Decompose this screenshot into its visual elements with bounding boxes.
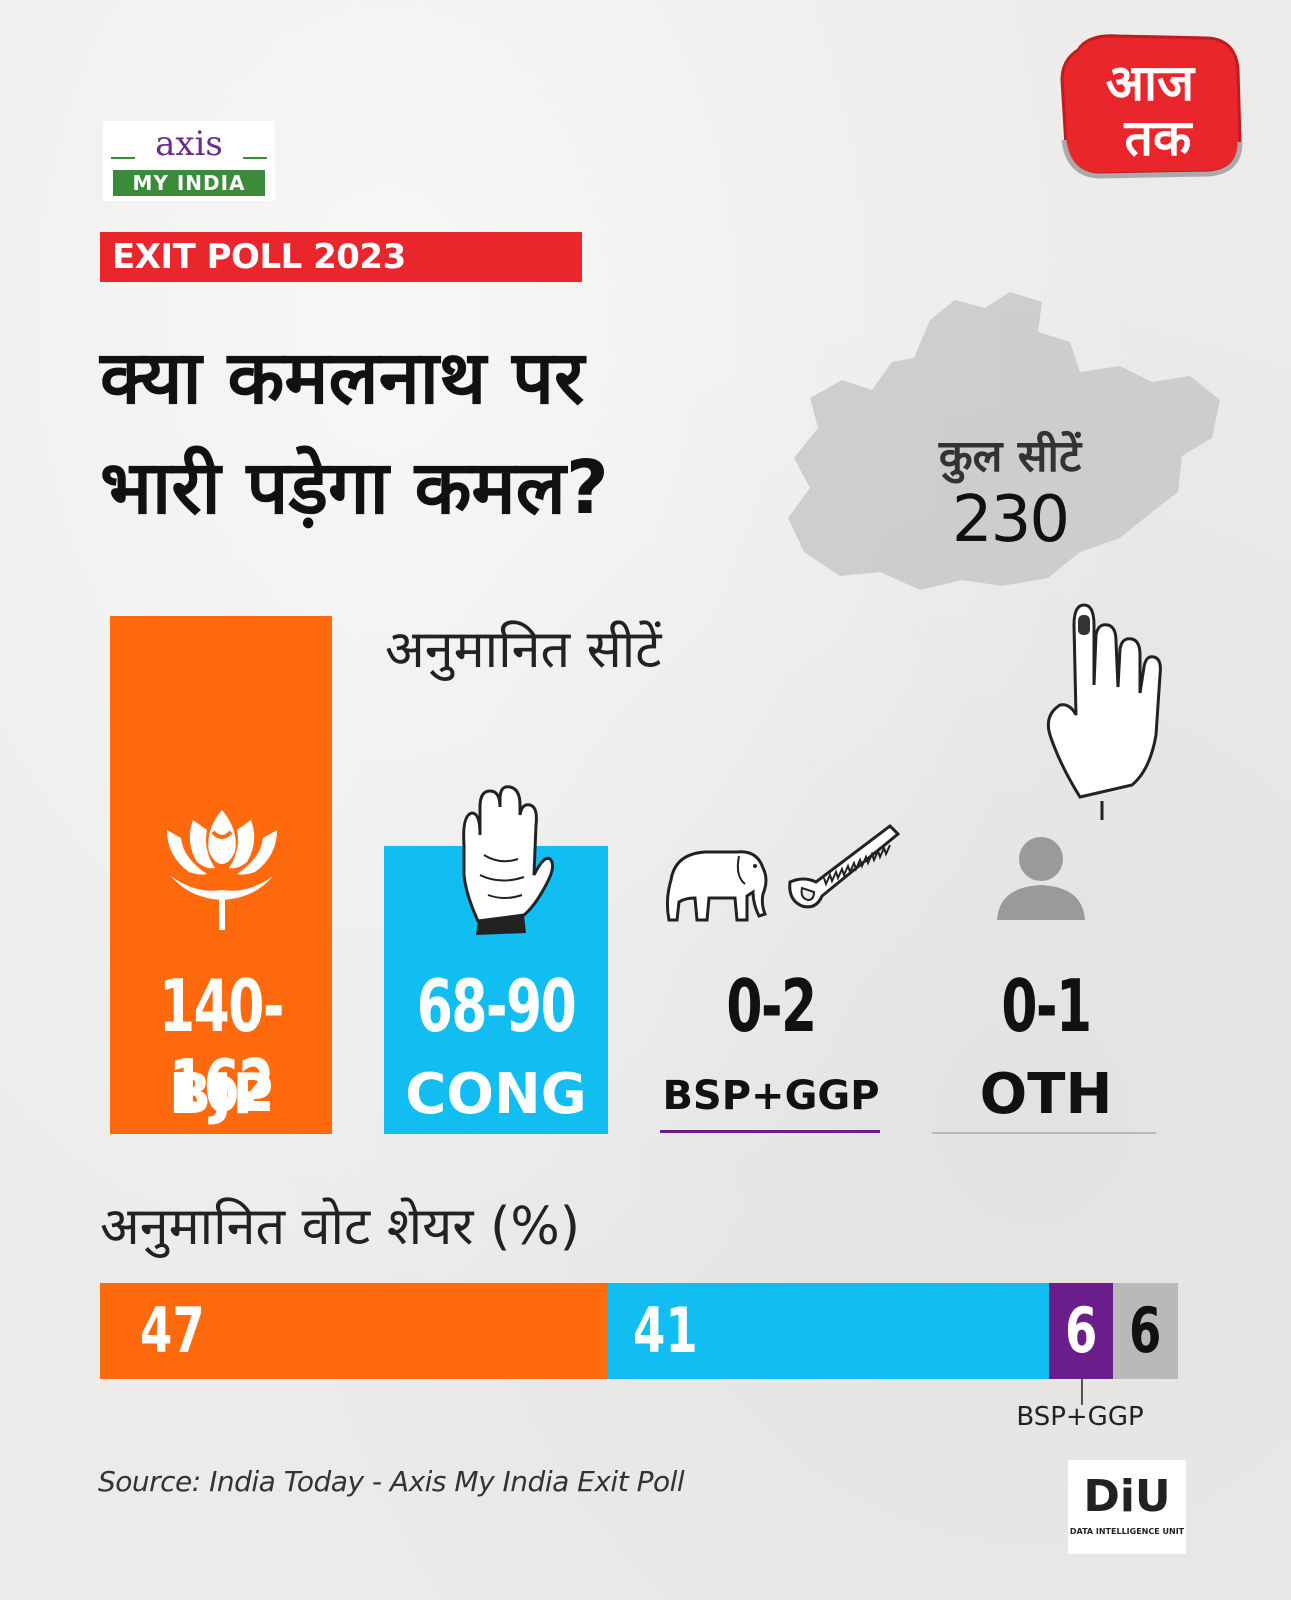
total-seats-value: 230 (951, 483, 1070, 557)
palm-icon (462, 785, 554, 935)
party-label-bjp: BJP (168, 1062, 274, 1127)
vote-share-title: अनुमानित वोट शेयर (%) (100, 1197, 581, 1257)
aajtak-logo-bottom: तक (1124, 109, 1194, 167)
aajtak-logo-top: आज (1106, 54, 1196, 112)
vote-segment-bjp: 47 (100, 1283, 607, 1379)
party-label-bsp-ggp: BSP+GGP (662, 1073, 880, 1119)
vote-segment-oth: 6 (1113, 1283, 1178, 1379)
hand-icon (1046, 603, 1162, 820)
lotus-icon (167, 810, 277, 930)
elephant-icon (665, 850, 768, 922)
axis-logo-rule-right (243, 157, 267, 159)
axis-logo-sub: MY INDIA (113, 170, 265, 196)
bsp-ggp-callout-tick (1080, 1379, 1083, 1405)
party-underline-bsp-ggp (660, 1130, 880, 1133)
party-underline-oth (932, 1132, 1156, 1134)
vote-segment-bsp-ggp: 6 (1048, 1283, 1114, 1379)
aajtak-logo: आज तक (1060, 34, 1243, 179)
party-label-oth: OTH (979, 1062, 1113, 1127)
axis-my-india-logo: axis MY INDIA (103, 121, 275, 201)
exit-poll-banner: EXIT POLL 2023 (100, 232, 582, 282)
party-label-cong: CONG (405, 1062, 587, 1127)
bsp-ggp-callout: BSP+GGP (1016, 1402, 1144, 1432)
seat-bar-bjp (110, 616, 332, 1134)
seat-range-cong: 68-90 (416, 964, 577, 1048)
mp-map (788, 292, 1220, 590)
seats-chart-title: अनुमानित सीटें (385, 620, 662, 680)
seat-range-bjp: 140-162 (159, 964, 284, 1128)
headline-line-2: भारी पड़ेगा कमल? (100, 445, 609, 531)
total-seats-label: कुल सीटें (938, 431, 1082, 482)
vote-label-cong: 41 (632, 1294, 698, 1367)
headline-line-1: क्या कमलनाथ पर (100, 335, 585, 421)
vote-label-oth: 6 (1129, 1294, 1162, 1367)
person-icon (997, 837, 1085, 920)
seat-range-bsp-ggp: 0-2 (726, 964, 817, 1048)
vote-label-bsp-ggp: 6 (1064, 1294, 1097, 1367)
diu-logo-text: DiU (1083, 1471, 1171, 1522)
diu-logo: DiU DATA INTELLIGENCE UNIT (1068, 1460, 1186, 1554)
axis-logo-word: axis (155, 124, 223, 164)
diu-logo-sub: DATA INTELLIGENCE UNIT (1069, 1527, 1185, 1536)
vote-label-bjp: 47 (140, 1294, 205, 1367)
seat-range-oth: 0-1 (1001, 964, 1092, 1048)
saw-icon (788, 824, 901, 909)
source-note: Source: India Today - Axis My India Exit… (98, 1465, 685, 1498)
vote-share-bar: 47 41 6 6 (100, 1283, 1178, 1379)
vote-segment-cong: 41 (606, 1283, 1049, 1379)
axis-logo-rule-left (111, 157, 135, 159)
